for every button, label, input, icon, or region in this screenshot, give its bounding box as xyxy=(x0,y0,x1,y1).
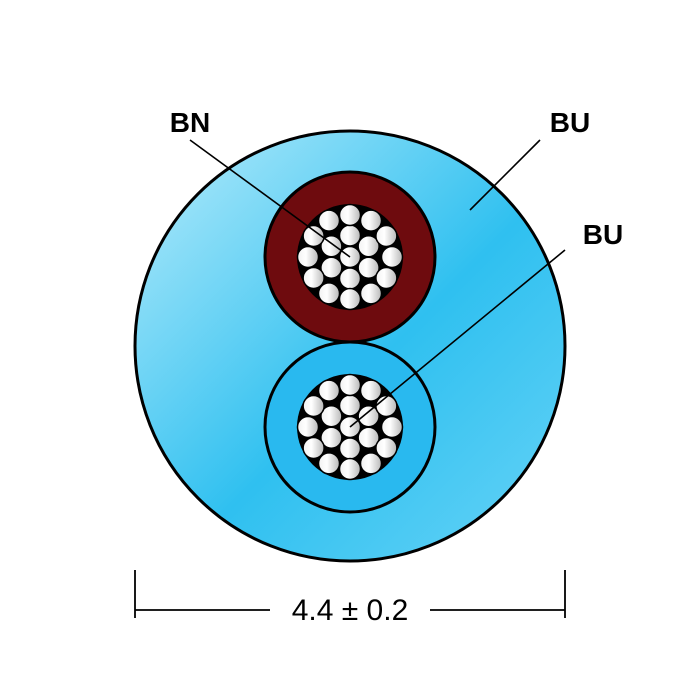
strand xyxy=(340,375,361,396)
dimension-text: 4.4 ± 0.2 xyxy=(292,594,409,627)
strand xyxy=(298,247,319,268)
strand xyxy=(340,289,361,310)
strand xyxy=(303,438,324,459)
strand xyxy=(319,210,340,231)
core-label-bottom: BU xyxy=(583,219,623,250)
strand xyxy=(376,438,397,459)
strand xyxy=(376,268,397,289)
strand xyxy=(340,395,361,416)
dimension: 4.4 ± 0.2 xyxy=(135,570,565,627)
strand xyxy=(382,247,403,268)
strand xyxy=(340,205,361,226)
jacket-label: BU xyxy=(550,107,590,138)
strand xyxy=(376,226,397,247)
core-label-top: BN xyxy=(170,107,210,138)
strand xyxy=(340,268,361,289)
strand xyxy=(340,438,361,459)
strand xyxy=(340,225,361,246)
strand xyxy=(382,417,403,438)
strand xyxy=(319,283,340,304)
strand xyxy=(303,396,324,417)
strand xyxy=(303,268,324,289)
strand xyxy=(361,210,382,231)
strand xyxy=(319,453,340,474)
strand xyxy=(361,453,382,474)
strand xyxy=(340,459,361,480)
strand xyxy=(376,396,397,417)
strand xyxy=(319,380,340,401)
strand xyxy=(361,380,382,401)
strand xyxy=(361,283,382,304)
strand xyxy=(298,417,319,438)
